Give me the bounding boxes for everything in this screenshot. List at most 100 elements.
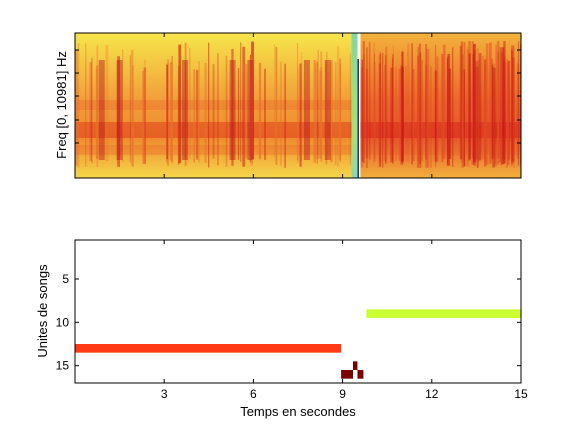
spectrogram-stripe	[196, 69, 199, 159]
spectrogram-stripe	[390, 67, 394, 163]
spectrogram-stripe	[385, 46, 388, 163]
spectrogram-stripe	[320, 51, 323, 162]
spectrogram-stripe	[166, 64, 169, 160]
spectrogram-stripe	[398, 68, 402, 161]
spectrogram-stripe	[478, 53, 482, 161]
spectrogram-stripe	[503, 41, 506, 163]
spectrogram-stripe	[426, 49, 430, 168]
spectrogram-stripe	[472, 43, 476, 163]
spectrogram-stripe	[368, 41, 371, 160]
spectrogram-stripe	[412, 69, 415, 161]
spectrogram-stripe	[178, 44, 182, 164]
x-tick-label: 3	[161, 387, 168, 401]
spectrogram-stripe	[392, 54, 394, 164]
spectrogram-stripe	[91, 57, 93, 163]
spectrogram-stripe	[425, 64, 428, 168]
spectrogram-stripe	[492, 63, 495, 159]
x-tick-label: 6	[250, 387, 257, 401]
spectrogram-stripe	[184, 61, 186, 160]
spectrogram-syllable	[303, 60, 310, 160]
spectrogram-stripe	[459, 45, 463, 160]
spectrogram-stripe	[169, 62, 173, 161]
spectrogram-stripe	[296, 42, 299, 161]
spectrogram-stripe	[417, 55, 420, 168]
spectrogram-stripe	[434, 70, 438, 162]
spectrogram-syllable	[182, 60, 189, 160]
spectrogram-stripe	[122, 49, 124, 162]
spectrogram-stripe	[511, 48, 513, 167]
spectrogram-stripe	[361, 61, 363, 159]
spectrogram-stripe	[198, 60, 200, 163]
spectrogram-stripe	[401, 51, 404, 163]
spectrogram-stripe	[365, 68, 368, 168]
spectrogram-stripe	[378, 63, 381, 168]
spectrogram-segment	[351, 33, 358, 178]
spectrogram-stripe	[511, 50, 514, 162]
spectrogram-stripe	[299, 63, 302, 167]
spectrogram-stripe	[117, 56, 120, 167]
song-unit-bar	[341, 370, 354, 379]
x-tick-label: 15	[514, 387, 528, 401]
spectrogram-stripe	[75, 49, 78, 166]
spectrogram-stripe	[313, 60, 316, 163]
spectrogram-stripe	[105, 44, 109, 162]
spectrogram-segment	[360, 33, 521, 178]
spectrogram-stripe	[317, 50, 319, 159]
spectrogram-stripe	[492, 67, 496, 168]
spectrogram-stripe	[379, 54, 382, 167]
spectrogram-stripe	[212, 64, 215, 159]
spectrogram-stripe	[504, 55, 506, 164]
spectrogram-stripe	[284, 63, 286, 168]
spectrogram-stripe	[129, 55, 131, 163]
spectrogram-stripe	[475, 61, 478, 160]
spectrogram-stripe	[373, 53, 375, 159]
spectrogram-band	[75, 100, 352, 110]
spectrogram-stripe	[349, 53, 351, 165]
spectrogram-stripe	[430, 65, 432, 168]
spectrogram-stripe	[264, 68, 266, 160]
spectrogram-stripe	[477, 66, 479, 168]
spectrogram-stripe	[244, 64, 248, 159]
spectrogram-segment	[357, 33, 359, 178]
spectrogram-stripe	[517, 41, 520, 166]
song-units-frame	[74, 239, 522, 384]
spectrogram-stripe	[491, 64, 494, 160]
spectrogram-stripe	[490, 58, 494, 159]
spectrogram-stripe	[225, 55, 228, 167]
spectrogram-highlight	[357, 33, 361, 59]
spectrogram-band	[360, 145, 521, 155]
spectrogram-stripe	[217, 53, 219, 166]
spectrogram-stripe	[494, 68, 497, 165]
spectrogram-stripe	[279, 61, 282, 166]
spectrogram-stripe	[468, 41, 471, 161]
spectrogram-stripe	[250, 57, 254, 164]
spectrogram-stripe	[435, 44, 437, 168]
spectrogram-stripe	[517, 63, 519, 159]
spectrogram-stripe	[326, 51, 328, 165]
spectrogram-stripe	[506, 63, 510, 165]
spectrogram-stripe	[485, 43, 489, 165]
spectrogram-stripe	[95, 65, 99, 159]
spectrogram-stripe	[143, 67, 147, 165]
spectrogram-stripe	[378, 54, 381, 161]
y-tick-label: 10	[56, 315, 70, 329]
spectrogram-segment	[75, 33, 352, 178]
spectrogram-syllable	[98, 60, 105, 160]
spectrogram-stripe	[336, 46, 340, 167]
spectrogram-stripe	[384, 64, 387, 162]
spectrogram-stripe	[334, 62, 337, 166]
spectrogram-frame	[74, 32, 522, 179]
spectrogram-syllable	[229, 60, 236, 160]
spectrogram-stripe	[319, 70, 322, 159]
spectrogram-stripe	[297, 68, 299, 163]
song-unit-bar	[357, 370, 364, 379]
spectrogram-stripe	[144, 59, 146, 162]
spectrogram-stripe	[500, 54, 502, 165]
spectrogram-stripe	[325, 61, 327, 164]
spectrogram-stripe	[443, 44, 446, 159]
x-tick-label: 9	[339, 387, 346, 401]
spectrogram-stripe	[96, 69, 98, 160]
song-units-panel: 3 6 9 12 15 5 10 15 Temps en secondes Unites de…	[35, 239, 528, 419]
x-axis-label: Temps en secondes	[240, 404, 356, 419]
